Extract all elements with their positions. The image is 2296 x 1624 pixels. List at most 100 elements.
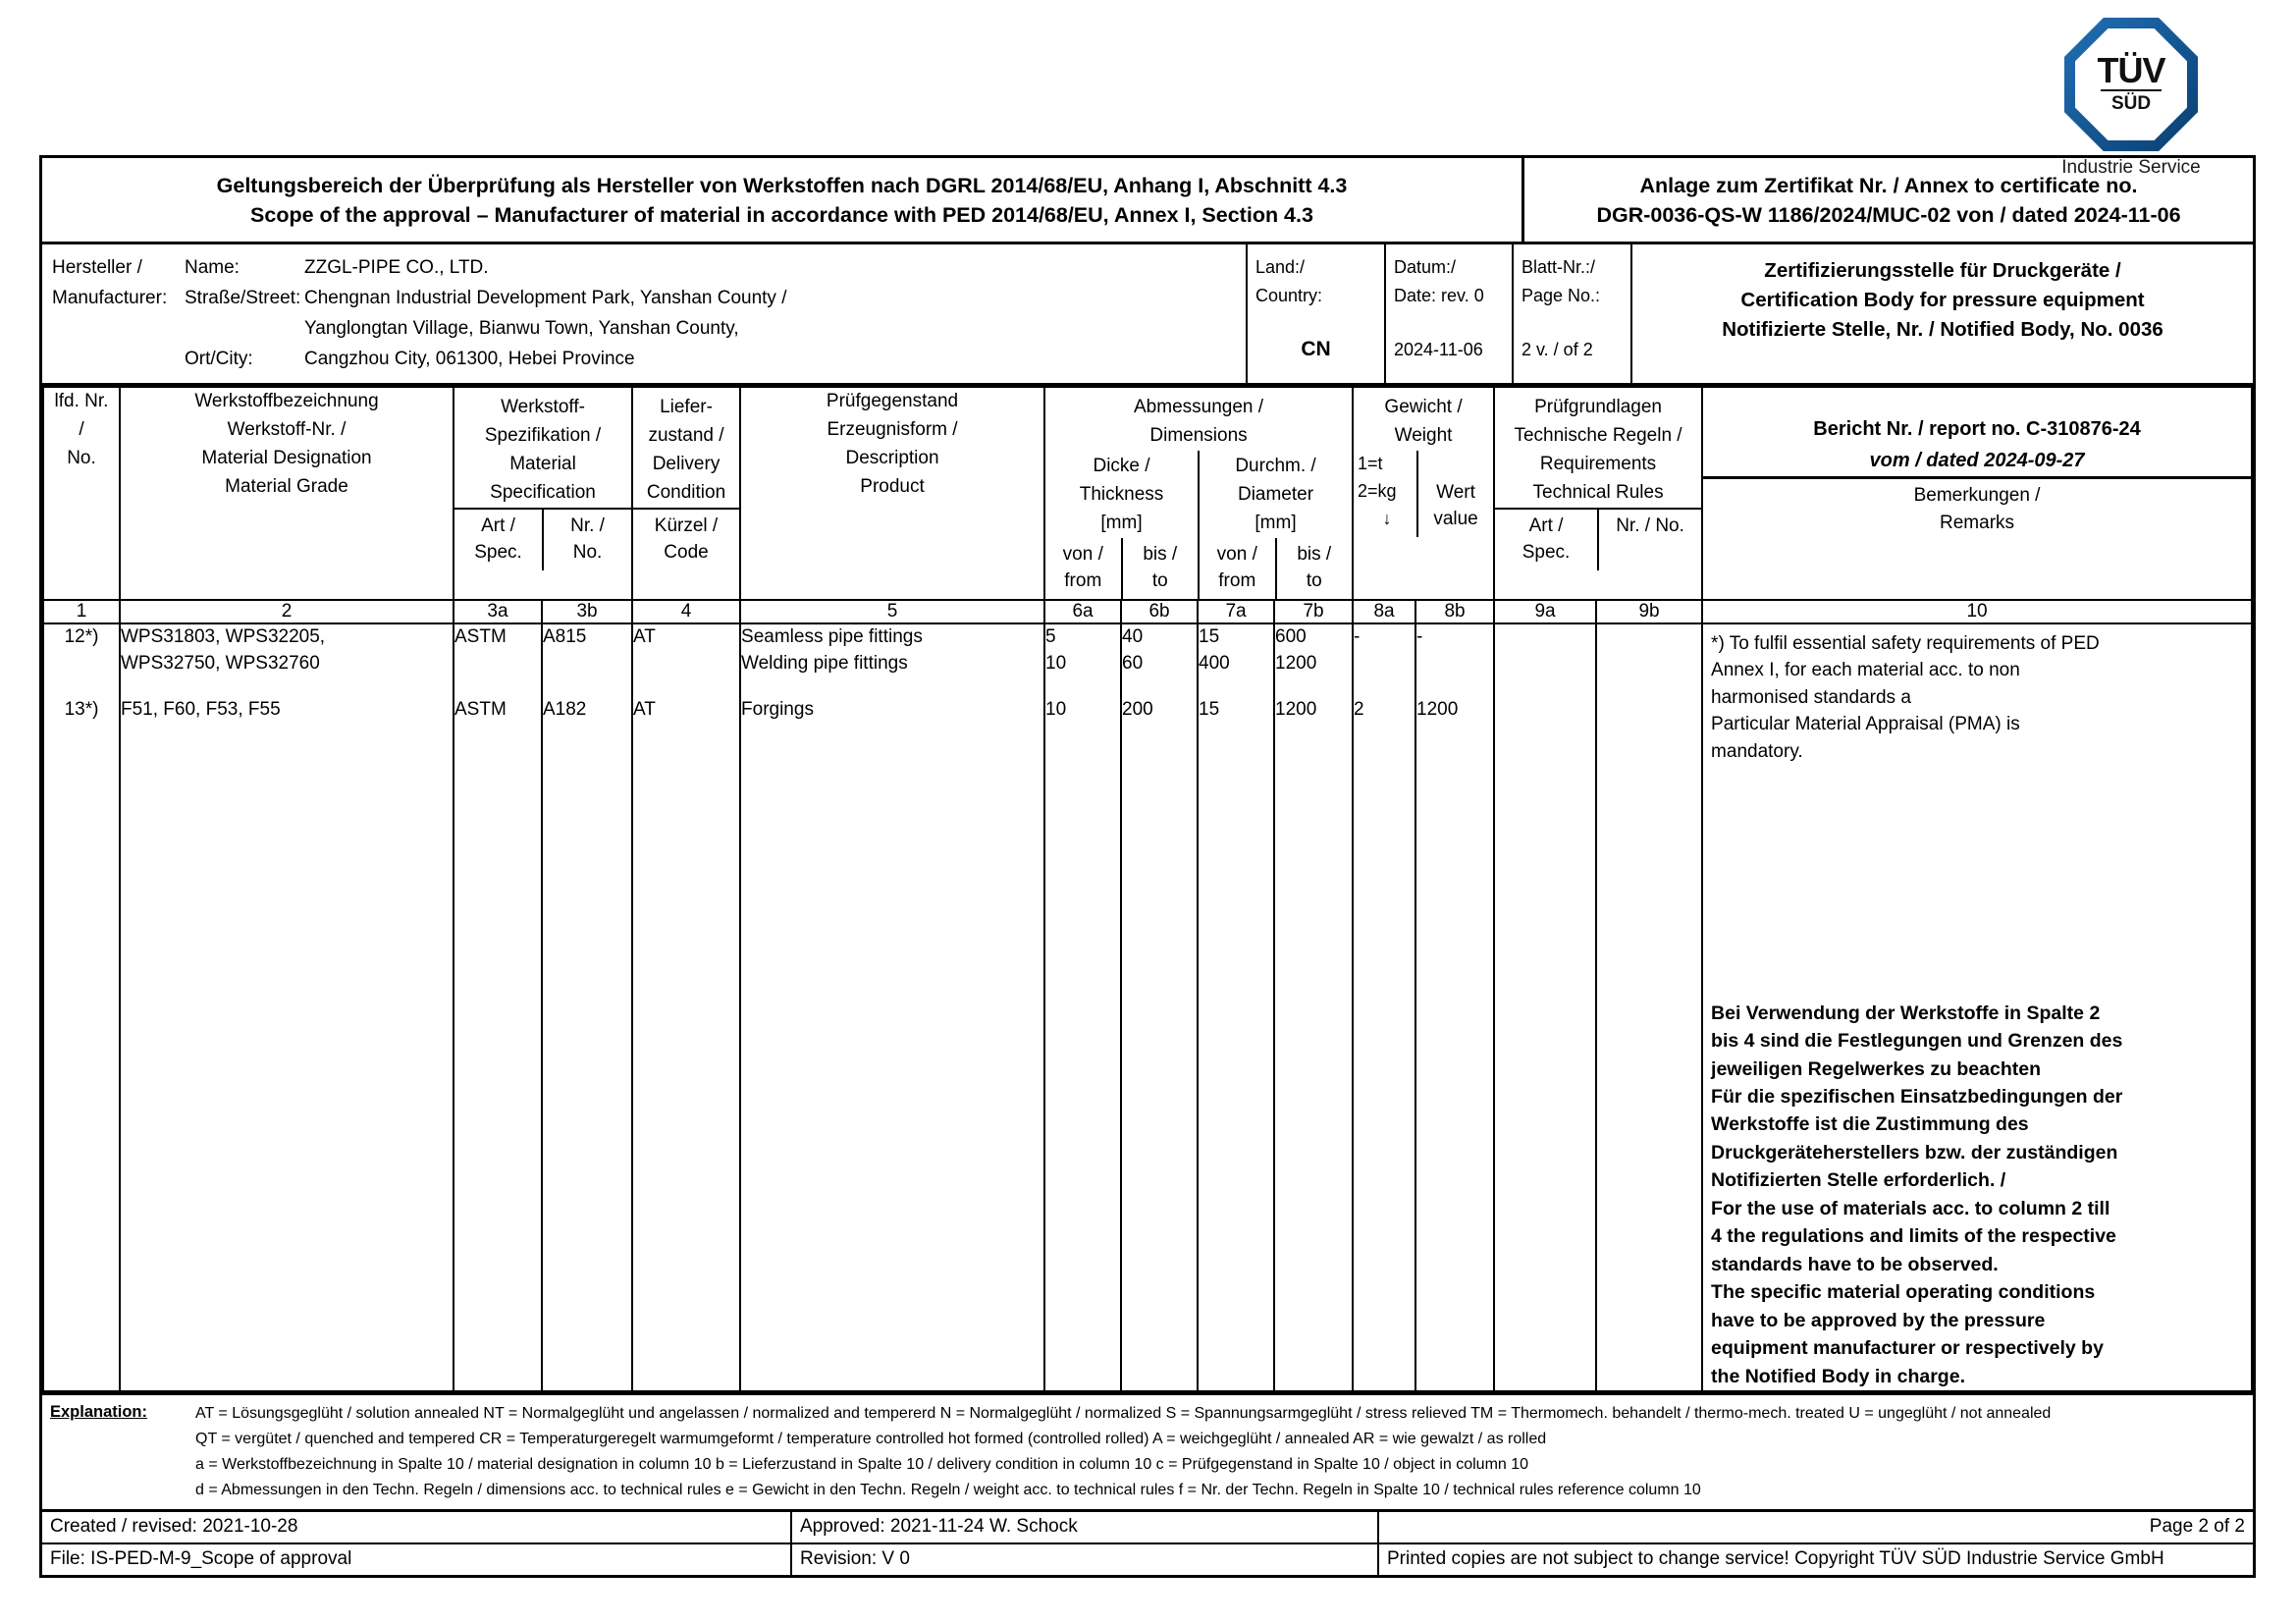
row-1-thk-from: 10 [1045,698,1067,720]
th-wt-value-l2: value [1433,509,1478,530]
manufacturer-details: Hersteller / Name: ZZGL-PIPE CO., LTD. M… [42,244,1248,384]
tuv-sud-octagon-icon: TÜV SÜD [2064,18,2198,151]
row-1-dia-to: 1200 [1275,698,1317,720]
column-number-row: 1 2 3a 3b 4 5 6a 6b 7a 7b 8a 8b 9a 9b 10 [42,598,2253,624]
th-spec-art-l1: Art / [481,514,515,536]
certification-body-block: Zertifizierungsstelle für Druckgeräte / … [1632,244,2253,383]
remarks-bold-l9: 4 the regulations and limits of the resp… [1711,1225,2116,1248]
colnum-6a: 6a [1043,598,1123,624]
row-0-wt-value: - [1416,625,1423,647]
cell-no: 12*) 13*) [42,622,121,1393]
footer-file: File: IS-PED-M-9_Scope of approval [42,1543,792,1575]
remarks-bold-l5: Werkstoffe ist die Zustimmung des [1711,1113,2029,1136]
row-1-spec-no: A182 [543,698,587,720]
colnum-5: 5 [739,598,1046,624]
th-dim-l2: Dimensions [1149,425,1248,447]
colnum-3b: 3b [540,598,634,624]
country-label-en: Country: [1255,286,1323,306]
cell-delivery: AT AT [631,622,742,1393]
row-1-wt-unit: 2 [1354,698,1364,720]
row-0-no: 12*) [64,625,99,647]
row-1-designation-l1: F51, F60, F53, F55 [121,698,281,720]
row-1-spec: ASTM [454,698,507,720]
th-dimensions: Abmessungen / Dimensions Dicke / Thickne… [1043,386,1355,601]
row-0-thk-from-l2: 10 [1045,652,1067,674]
th-no-l2: / [79,419,84,441]
remarks-bold-l14: the Notified Body in charge. [1711,1365,1965,1387]
manufacturer-street-value-2: Yanglongtan Village, Bianwu Town, Yansha… [304,317,739,339]
th-thk-from: von / from [1045,538,1121,599]
remarks-note-l1: *) To fulfil essential safety requiremen… [1711,632,2100,654]
footer-row-2: File: IS-PED-M-9_Scope of approval Revis… [42,1542,2253,1575]
manufacturer-label-en: Manufacturer: [52,288,168,309]
colnum-2: 2 [119,598,454,624]
th-dc-l4: Condition [646,482,726,503]
cell-diameter-from: 15 400 15 [1197,622,1276,1393]
row-0-designation-l2: WPS32750, WPS32760 [121,652,320,674]
manufacturer-street-value-1: Chengnan Industrial Development Park, Ya… [304,288,787,309]
manufacturer-name-value: ZZGL-PIPE CO., LTD. [304,257,489,279]
th-wt-unit: 1=t 2=kg ↓ [1354,451,1416,537]
th-ms-l1: Werkstoff- [501,397,585,418]
annex-certificate-number: DGR-0036-QS-W 1186/2024/MUC-02 von / dat… [1596,202,2181,227]
spacer-left [52,314,185,345]
th-tr-l4: Technical Rules [1532,482,1664,503]
th-spec-art: Art / Spec. [454,510,542,570]
row-0-product-l1: Seamless pipe fittings [741,625,923,647]
th-md-l3: Material Designation [201,448,372,469]
manufacturer-label-de: Hersteller / [52,257,142,279]
remarks-bold-l8: For the use of materials acc. to column … [1711,1197,2110,1219]
date-cell: Datum:/ Date: rev. 0 2024-11-06 [1386,244,1514,384]
th-pd-l4: Product [860,476,925,497]
colnum-6b: 6b [1120,598,1200,624]
logo-subtitle: Industrie Service [2061,157,2201,178]
certification-body-line-2: Certification Body for pressure equipmen… [1740,289,2145,312]
certification-body-line-3: Notifizierte Stelle, Nr. / Notified Body… [1722,317,2163,341]
explanation-lines: AT = Lösungsgeglüht / solution annealed … [195,1401,2253,1503]
cell-rules-no [1595,622,1704,1393]
remarks-note-l2: Annex I, for each material acc. to non [1711,660,2020,681]
th-dc-l3: Delivery [652,454,721,475]
th-spec-art-l2: Spec. [474,542,522,564]
row-0-spec-no: A815 [543,625,587,647]
th-wt-value: Wert value [1416,451,1493,537]
colnum-8a: 8a [1352,598,1417,624]
footer-approved: Approved: 2021-11-24 W. Schock [792,1511,1379,1543]
footer-created: Created / revised: 2021-10-28 [42,1511,792,1543]
cell-weight-unit: - 2 [1352,622,1417,1393]
th-weight: Gewicht / Weight 1=t 2=kg ↓ Wert value [1352,386,1496,601]
row-1-product-l1: Forgings [741,698,814,720]
remarks-note-l4: Particular Material Appraisal (PMA) is [1711,714,2020,735]
remarks-bold-l4: Für die spezifischen Einsatzbedingungen … [1711,1085,2123,1108]
th-thk-from-l1: von / [1062,543,1103,565]
row-0-designation-l1: WPS31803, WPS32205, [121,625,326,647]
th-dia-to-l1: bis / [1297,543,1332,565]
colnum-10: 10 [1701,598,2253,624]
colnum-9a: 9a [1493,598,1598,624]
annex-label: Anlage zum Zertifikat Nr. / Annex to cer… [1639,174,2138,197]
manufacturer-street-label: Straße/Street: [185,288,301,309]
th-no: lfd. Nr. / No. [42,386,121,601]
th-thk-l2: Thickness [1079,484,1164,505]
colnum-8b: 8b [1415,598,1496,624]
th-dia-l2: Diameter [1237,484,1314,505]
annex-certificate-block: Anlage zum Zertifikat Nr. / Annex to cer… [1524,158,2253,242]
tuv-logo-divider [2101,89,2162,92]
th-remarks: Bemerkungen / Remarks [1703,479,2251,540]
remarks-bold-l7: Notifizierten Stelle erforderlich. / [1711,1169,2006,1192]
footer-page: Page 2 of 2 [2149,1515,2245,1537]
th-dia-from-l1: von / [1216,543,1257,565]
explanation-label: Explanation: [50,1403,148,1422]
th-remarks-l2: Remarks [1940,512,2015,533]
table-header-row: lfd. Nr. / No. Werkstoffbezeichnung Werk… [42,386,2253,601]
date-value: 2024-11-06 [1394,339,1483,359]
th-dia-l3: [mm] [1255,512,1297,533]
remarks-note-l3: harmonised standards a [1711,686,1911,708]
remarks-footnote: *) To fulfil essential safety requiremen… [1703,624,2251,772]
remarks-note-l5: mandatory. [1711,741,1803,763]
explanation-block: Explanation: AT = Lösungsgeglüht / solut… [42,1392,2253,1509]
th-product-description: Prüfgegenstand Erzeugnisform / Descripti… [739,386,1046,601]
th-dc-code: Kürzel / Code [633,510,739,570]
remarks-bold-l11: The specific material operating conditio… [1711,1281,2096,1304]
row-0-thk-to-l2: 60 [1122,652,1144,674]
